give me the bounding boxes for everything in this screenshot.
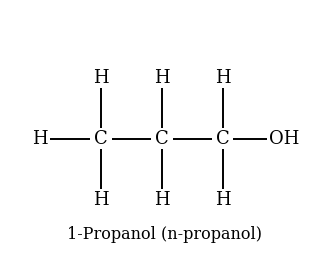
Text: H: H <box>93 69 109 86</box>
Text: C: C <box>216 130 230 148</box>
Text: C: C <box>94 130 108 148</box>
Text: H: H <box>215 69 231 86</box>
Text: 1-Propanol (n-propanol): 1-Propanol (n-propanol) <box>68 226 262 243</box>
Text: H: H <box>215 191 231 209</box>
Text: H: H <box>154 191 170 209</box>
Text: OH: OH <box>269 130 299 148</box>
Text: H: H <box>154 69 170 86</box>
Text: C: C <box>155 130 169 148</box>
Text: H: H <box>93 191 109 209</box>
Text: H: H <box>32 130 48 148</box>
